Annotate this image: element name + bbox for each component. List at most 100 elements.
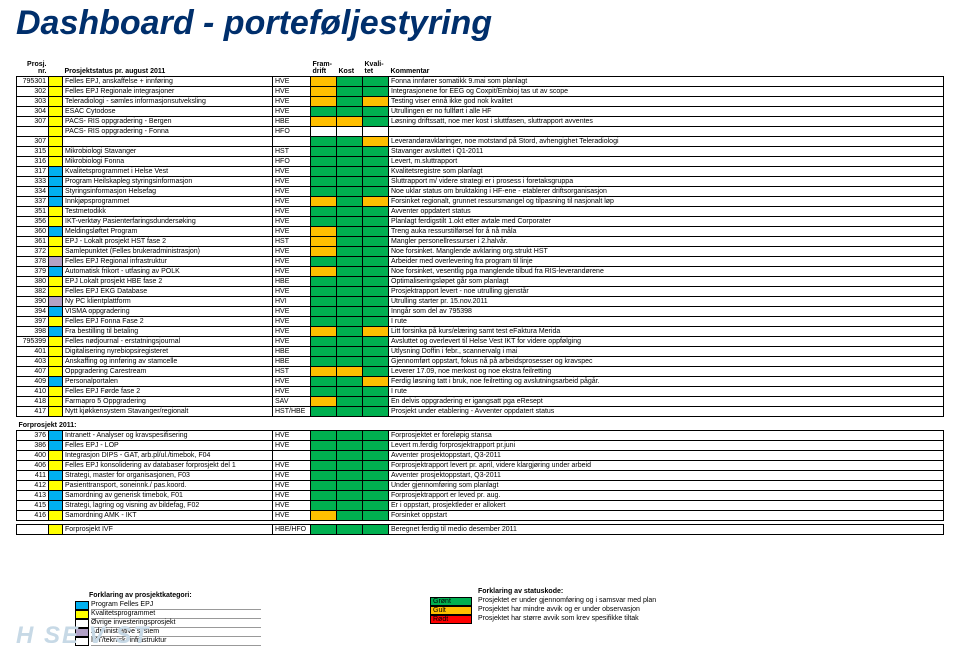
cell-kom: Avventer oppdatert status	[389, 207, 944, 217]
cell-kval	[363, 147, 389, 157]
cell-kval	[363, 377, 389, 387]
cell-kval	[363, 177, 389, 187]
legend1-title: Forklaring av prosjektkategori:	[89, 592, 259, 601]
cell-kom: Kvalitetsregistre som planlagt	[389, 167, 944, 177]
cell-fram	[311, 277, 337, 287]
cell-name: Innkjøpsprogrammet	[63, 197, 273, 207]
table-row: 378Felles EPJ Regional infrastrukturHVEA…	[17, 257, 944, 267]
cell-kost	[337, 157, 363, 167]
cell-org: HVE	[273, 77, 311, 87]
cell-fram	[311, 317, 337, 327]
cell-fram	[311, 117, 337, 127]
cell-nr: 333	[17, 177, 49, 187]
cell-nr: 398	[17, 327, 49, 337]
cell-cat	[49, 97, 63, 107]
cell-org: HVE	[273, 377, 311, 387]
cell-name: Styringsinformasjon Helsefag	[63, 187, 273, 197]
table-row: 409PersonalportalenHVEFerdig løsning tat…	[17, 377, 944, 387]
cell-kval	[363, 307, 389, 317]
legend-label: Program Felles EPJ	[91, 601, 261, 610]
cell-org: HBE	[273, 347, 311, 357]
cell-kost	[337, 367, 363, 377]
cell-kval	[363, 167, 389, 177]
cell-kom: Gjennomført oppstart, fokus nå på arbeid…	[389, 357, 944, 367]
cell-cat	[49, 337, 63, 347]
cell-nr: 316	[17, 157, 49, 167]
table-row: PACS- RIS oppgradering - FonnaHFO	[17, 127, 944, 137]
table-row: 403Anskaffing og innføring av stamcelleH…	[17, 357, 944, 367]
cell-kom: Avventer prosjektoppstart, Q3-2011	[389, 470, 944, 480]
cell-kom: Litt forsinka på kurs/elæring samt test …	[389, 327, 944, 337]
cell-kost	[337, 117, 363, 127]
cell-kom: I rute	[389, 317, 944, 327]
table-row: 406Felles EPJ konsolidering av databaser…	[17, 460, 944, 470]
cell-kost	[337, 480, 363, 490]
logo: H SE V ST	[16, 622, 150, 650]
cell-nr: 411	[17, 470, 49, 480]
cell-name: Farmapro 5 Oppgradering	[63, 397, 273, 407]
legend2-title: Forklaring av statuskode:	[478, 588, 778, 597]
cell-nr: 304	[17, 107, 49, 117]
cell-name: Teleradiologi - sømles informasjonsutvek…	[63, 97, 273, 107]
cell-cat	[49, 460, 63, 470]
cell-fram	[311, 500, 337, 510]
cell-org: HVE	[273, 247, 311, 257]
cell-name: Felles nødjournal - erstatningsjournal	[63, 337, 273, 347]
table-row: 304ESAC CytodoseHVEUtrullingen er no ful…	[17, 107, 944, 117]
cell-kost	[337, 137, 363, 147]
col-org	[273, 60, 311, 77]
cell-kost	[337, 177, 363, 187]
cell-cat	[49, 167, 63, 177]
cell-kval	[363, 207, 389, 217]
cell-name: Strategi, lagring og visning av bildefag…	[63, 500, 273, 510]
cell-fram	[311, 387, 337, 397]
table-row: 307Leverandøravklaringer, noe motstand p…	[17, 137, 944, 147]
cell-fram	[311, 480, 337, 490]
table-row: 356IKT-verktøy Pasienterfaringsdundersøk…	[17, 217, 944, 227]
cell-kval	[363, 247, 389, 257]
cell-nr: 317	[17, 167, 49, 177]
cell-nr: 415	[17, 500, 49, 510]
cell-kom: Levert, m.sluttrapport	[389, 157, 944, 167]
cell-kom: Stavanger avsluttet i Q1-2011	[389, 147, 944, 157]
cell-org: HST	[273, 147, 311, 157]
cell-kost	[337, 347, 363, 357]
cell-org: HVE	[273, 177, 311, 187]
cell-kom: Arbeider med overlevering fra program ti…	[389, 257, 944, 267]
cell-kval	[363, 480, 389, 490]
cell-cat	[49, 237, 63, 247]
cell-kost	[337, 87, 363, 97]
cell-kom: Planlagt ferdigstilt 1.okt etter avtale …	[389, 217, 944, 227]
cell-cat	[49, 480, 63, 490]
table-row: 333Program Heilskapleg styringsinformasj…	[17, 177, 944, 187]
cell-nr: 400	[17, 450, 49, 460]
cell-nr: 356	[17, 217, 49, 227]
cell-kval	[363, 97, 389, 107]
cell-kost	[337, 357, 363, 367]
table-row: 386Felles EPJ - LOPHVELevert m.ferdig fo…	[17, 440, 944, 450]
cell-fram	[311, 97, 337, 107]
rows-extra: Forprosjekt IVFHBE/HFOBeregnet ferdig ti…	[17, 524, 944, 534]
cell-nr: 315	[17, 147, 49, 157]
cell-kval	[363, 257, 389, 267]
cell-name: Felles EPJ Regionale integrasjoner	[63, 87, 273, 97]
cell-kost	[337, 397, 363, 407]
cell-org: HVE	[273, 267, 311, 277]
cell-org: HBE/HFO	[273, 524, 311, 534]
cell-fram	[311, 407, 337, 417]
cell-name: Meldingsløftet Program	[63, 227, 273, 237]
cell-org: SAV	[273, 397, 311, 407]
cell-fram	[311, 237, 337, 247]
cell-cat	[49, 207, 63, 217]
cell-fram	[311, 430, 337, 440]
cell-name: PACS- RIS oppgradering - Bergen	[63, 117, 273, 127]
cell-cat	[49, 277, 63, 287]
cell-kom: I rute	[389, 387, 944, 397]
cell-kost	[337, 307, 363, 317]
cell-kom: Treng auka ressurstilførsel for å nå mål…	[389, 227, 944, 237]
cell-cat	[49, 257, 63, 267]
cell-kom: Utrullingen er no fullført i alle HF	[389, 107, 944, 117]
cell-kost	[337, 97, 363, 107]
cell-kost	[337, 127, 363, 137]
cell-name: Samordning AMK - IKT	[63, 510, 273, 520]
